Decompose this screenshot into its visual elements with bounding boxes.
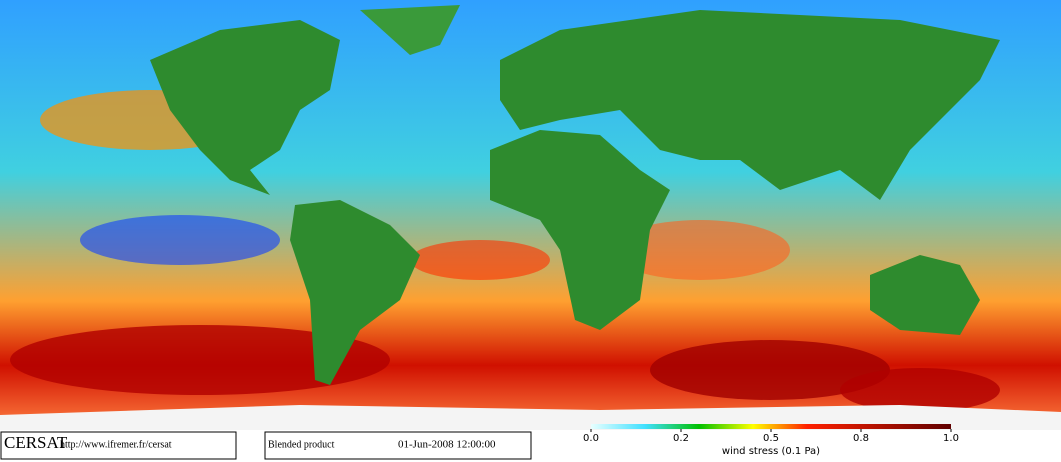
- map: [0, 0, 1061, 430]
- logo-box: [0, 431, 237, 460]
- colorbar-tick-label: 1.0: [943, 433, 959, 444]
- product: Blended product: [268, 439, 335, 450]
- colorbar-tick-label: 0.2: [673, 433, 689, 444]
- colorbar-tick-label: 0.0: [583, 433, 599, 444]
- colorbar-tick-label: 0.8: [853, 433, 869, 444]
- url: http://www.ifremer.fr/cersat: [60, 439, 172, 450]
- logo: CERSAT: [4, 433, 68, 452]
- colorbar: [591, 424, 951, 429]
- info-box: [264, 431, 532, 460]
- colorbar-label: wind stress (0.1 Pa): [722, 446, 820, 457]
- datetime: 01-Jun-2008 12:00:00: [398, 439, 496, 451]
- colorbar-tick-label: 0.5: [763, 433, 779, 444]
